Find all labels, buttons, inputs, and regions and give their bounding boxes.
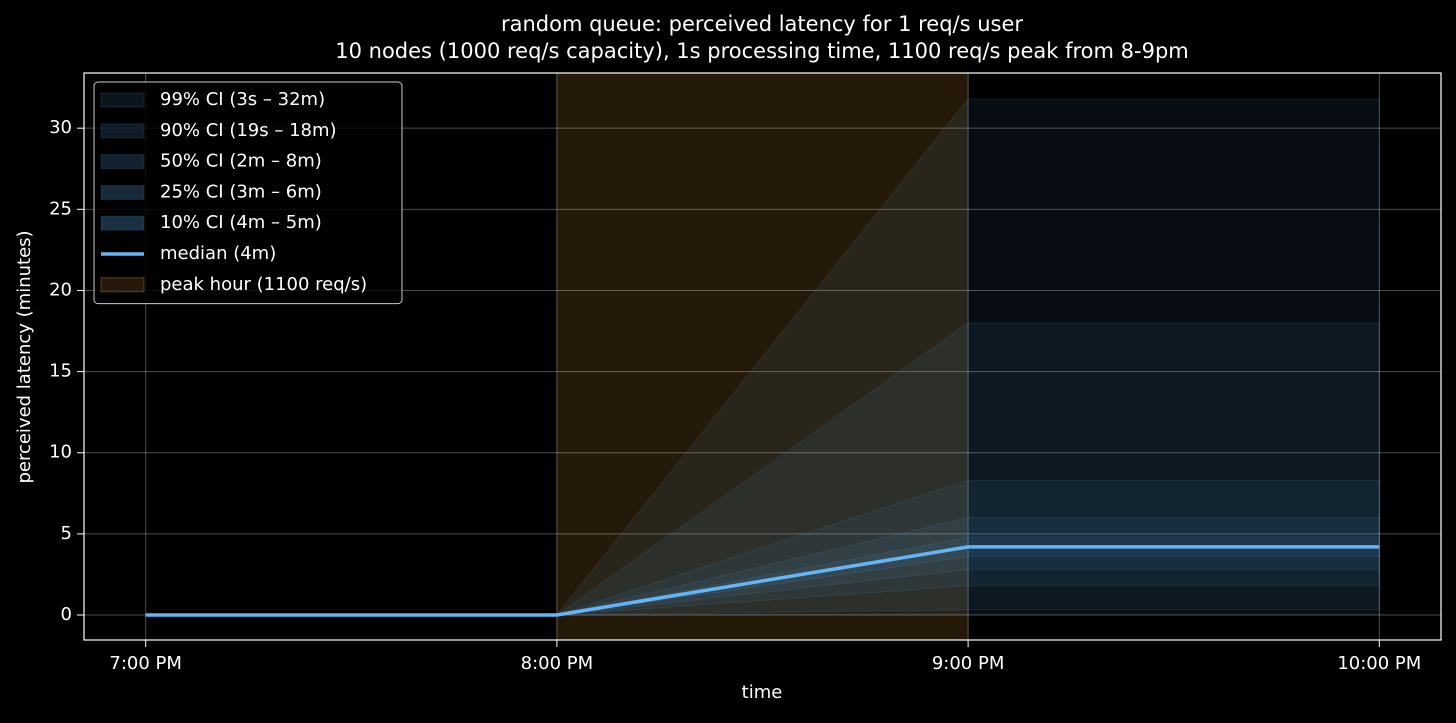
legend-label: median (4m)	[160, 243, 276, 264]
legend: 99% CI (3s – 32m) 90% CI (19s – 18m) 50% C…	[93, 81, 403, 305]
legend-swatch	[100, 277, 145, 293]
legend-label: 90% CI (19s – 18m)	[160, 120, 337, 141]
legend-swatch	[100, 215, 145, 231]
x-tick-label: 10:00 PM	[1337, 653, 1421, 674]
y-tick-label: 30	[49, 117, 72, 138]
y-tick-label: 0	[61, 604, 72, 625]
legend-label: 50% CI (2m – 8m)	[160, 151, 322, 172]
axes-frame	[83, 72, 1442, 641]
ci-band	[145, 517, 1380, 616]
y-tick-label: 20	[49, 279, 72, 300]
legend-swatch	[100, 123, 145, 139]
y-axis-label: perceived latency (minutes)	[14, 230, 35, 483]
legend-label: 10% CI (4m – 5m)	[160, 212, 322, 233]
legend-swatch	[100, 184, 145, 200]
y-tick-label: 10	[49, 442, 72, 463]
legend-box	[93, 81, 403, 305]
median-line	[145, 545, 1380, 617]
x-tick-label: 7:00 PM	[109, 653, 182, 674]
legend-label: 25% CI (3m – 6m)	[160, 181, 322, 202]
ci-band	[145, 98, 1380, 616]
y-tick-label: 15	[49, 361, 72, 382]
legend-swatch	[100, 92, 145, 108]
ci-band	[145, 479, 1380, 616]
x-axis-label: time	[742, 682, 783, 703]
x-tick-label: 8:00 PM	[521, 653, 594, 674]
y-tick-label: 25	[49, 198, 72, 219]
x-tick-label: 9:00 PM	[932, 653, 1005, 674]
chart-subtitle: 10 nodes (1000 req/s capacity), 1s proce…	[335, 39, 1188, 63]
legend-label: peak hour (1100 req/s)	[160, 274, 367, 295]
chart-title: random queue: perceived latency for 1 re…	[501, 12, 1023, 36]
ci-band	[145, 322, 1380, 616]
legend-label: 99% CI (3s – 32m)	[160, 89, 325, 110]
y-tick-label: 5	[61, 523, 72, 544]
peak-span	[556, 73, 969, 640]
legend-swatch	[100, 154, 145, 170]
